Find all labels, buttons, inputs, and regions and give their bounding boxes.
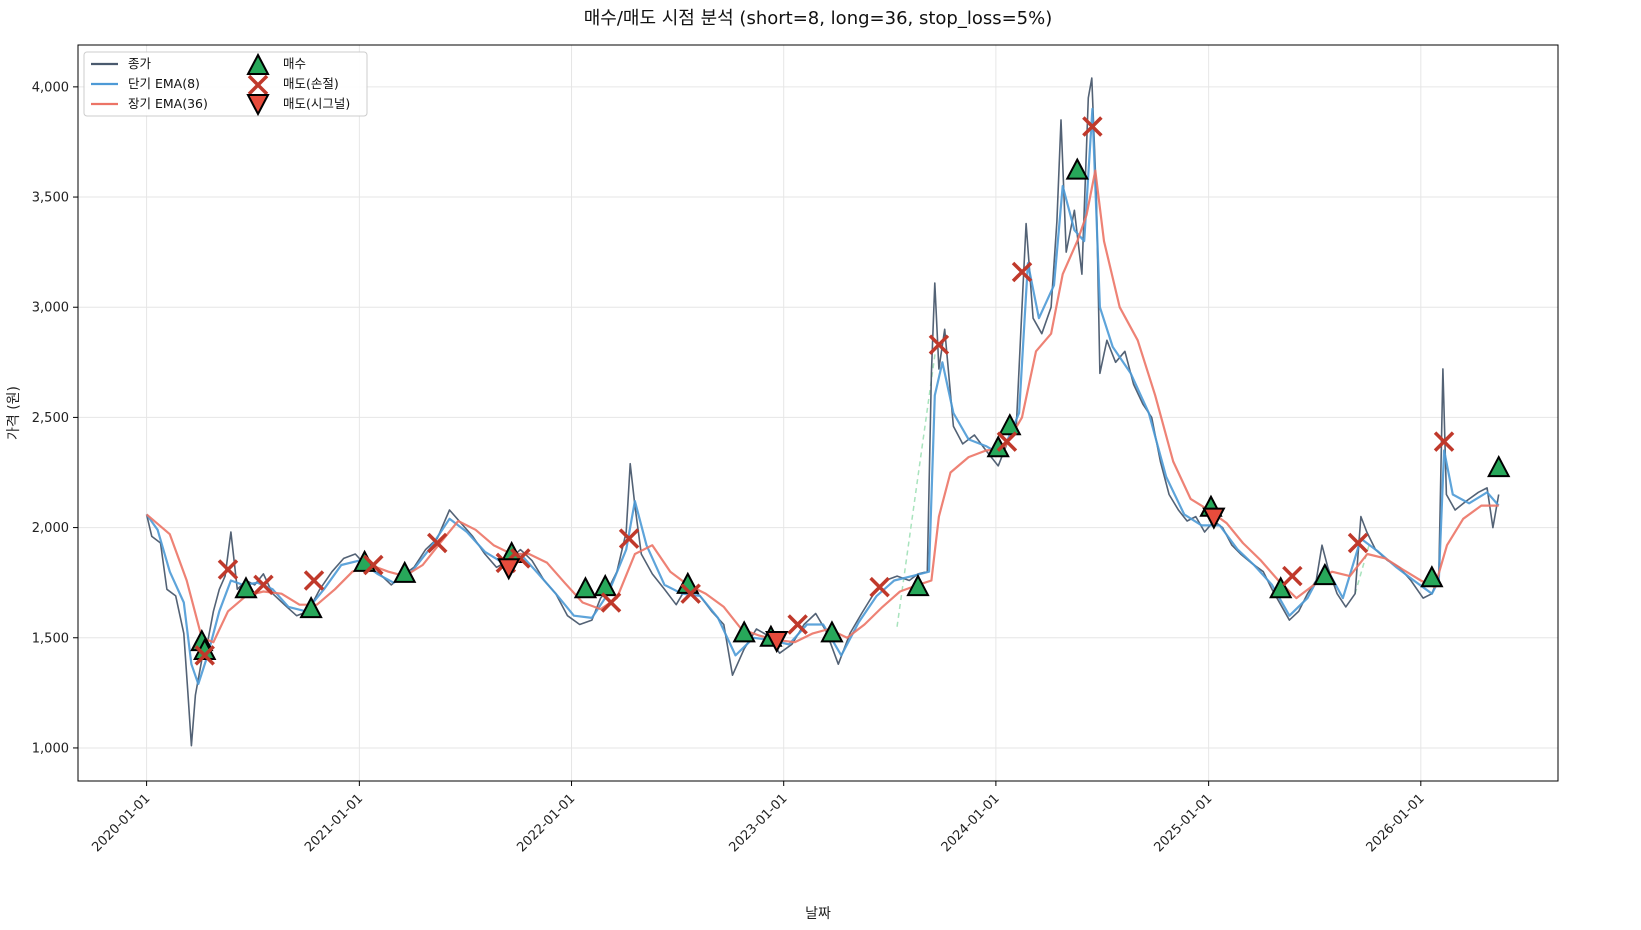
- y-tick-label: 3,000: [32, 301, 69, 316]
- series-line-close: [147, 78, 1499, 746]
- series-layer: [147, 78, 1499, 746]
- y-tick-label: 1,000: [32, 741, 69, 756]
- legend-item-buy-label: 매수: [283, 56, 306, 71]
- y-tick-label: 2,000: [32, 521, 69, 536]
- buy-marker: [822, 622, 842, 641]
- y-tick-label: 1,500: [32, 631, 69, 646]
- x-tick-label: 2023-01-01: [726, 791, 790, 855]
- legend-item-sell-signal-label: 매도(시그널): [283, 96, 350, 111]
- buy-marker: [575, 578, 595, 597]
- grid-layer: [78, 45, 1558, 781]
- legend-item-close-label: 종가: [128, 56, 152, 71]
- legend-item-sell-stop-label: 매도(손절): [283, 76, 339, 91]
- buy-marker: [301, 598, 321, 617]
- legend-item-ema-long-label: 장기 EMA(36): [128, 96, 208, 111]
- x-tick-label: 2024-01-01: [939, 791, 1003, 855]
- buy-marker: [1489, 457, 1509, 476]
- y-axis-label: 가격 (원): [6, 386, 22, 440]
- x-tick-label: 2021-01-01: [302, 791, 366, 855]
- sell-stop-marker: [305, 571, 323, 589]
- x-tick-label: 2026-01-01: [1364, 791, 1428, 855]
- sell-stop-marker: [1283, 567, 1301, 585]
- buy-marker: [1067, 160, 1087, 179]
- legend-item-ema-short-label: 단기 EMA(8): [128, 76, 200, 91]
- sell-stop-marker: [219, 560, 237, 578]
- sell-stop-marker: [602, 594, 620, 612]
- x-axis-label: 날짜: [805, 906, 831, 922]
- x-tick-label: 2022-01-01: [514, 791, 578, 855]
- plot-frame: [78, 45, 1558, 781]
- x-tick-label: 2025-01-01: [1151, 791, 1215, 855]
- y-tick-label: 2,500: [32, 411, 69, 426]
- x-tick-label: 2020-01-01: [89, 791, 153, 855]
- legend: 종가 단기 EMA(8) 장기 EMA(36) 매수 매도(손절) 매도(시그널…: [84, 52, 367, 116]
- y-tick-label: 4,000: [32, 80, 69, 95]
- y-tick-label: 3,500: [32, 191, 69, 206]
- chart-title: 매수/매도 시점 분석 (short=8, long=36, stop_loss…: [584, 8, 1053, 29]
